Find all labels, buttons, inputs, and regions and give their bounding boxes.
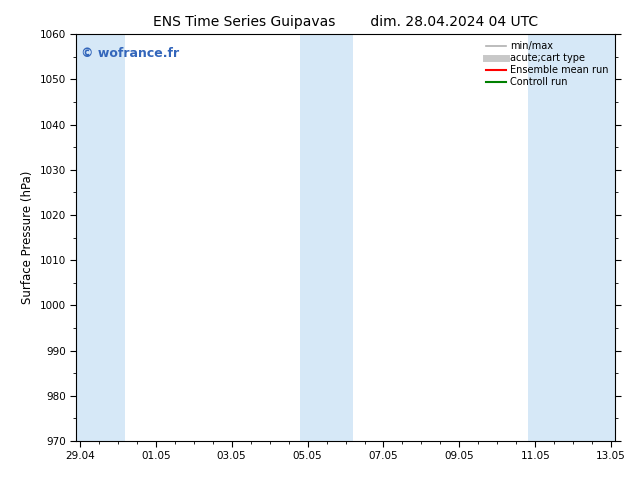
Y-axis label: Surface Pressure (hPa): Surface Pressure (hPa) [21, 171, 34, 304]
Bar [300, 34, 353, 441]
Bar [527, 34, 615, 441]
Bar [76, 34, 126, 441]
Legend: min/max, acute;cart type, Ensemble mean run, Controll run: min/max, acute;cart type, Ensemble mean … [484, 39, 610, 89]
Text: © wofrance.fr: © wofrance.fr [81, 47, 179, 59]
Title: ENS Time Series Guipavas        dim. 28.04.2024 04 UTC: ENS Time Series Guipavas dim. 28.04.2024… [153, 15, 538, 29]
